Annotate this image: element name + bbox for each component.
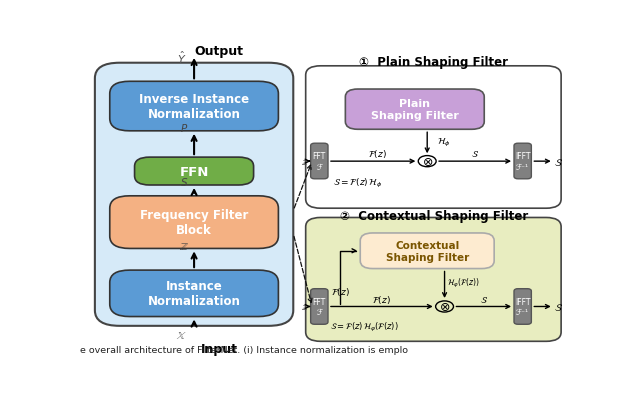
Text: e overall architecture of FilterNet. (i) Instance normalization is emplo: e overall architecture of FilterNet. (i)… <box>80 345 408 354</box>
Text: $\mathbb{X}$: $\mathbb{X}$ <box>176 329 187 340</box>
Text: $\otimes$: $\otimes$ <box>439 300 450 313</box>
FancyBboxPatch shape <box>110 270 278 317</box>
Text: $\hat{Y}$: $\hat{Y}$ <box>177 49 186 65</box>
Text: $\mathbb{z}$: $\mathbb{z}$ <box>301 157 308 167</box>
FancyBboxPatch shape <box>360 233 494 269</box>
Text: ①  Plain Shaping Filter: ① Plain Shaping Filter <box>359 55 508 69</box>
Text: $\otimes$: $\otimes$ <box>422 155 433 168</box>
Text: $\mathcal{H}_{\varphi}(\mathcal{F}(z))$: $\mathcal{H}_{\varphi}(\mathcal{F}(z))$ <box>447 277 479 290</box>
Text: FFT
ℱ: FFT ℱ <box>313 152 326 171</box>
Text: IFFT
ℱ⁻¹: IFFT ℱ⁻¹ <box>515 297 531 316</box>
Text: $\mathcal{S}$: $\mathcal{S}$ <box>554 156 563 167</box>
FancyBboxPatch shape <box>514 289 531 324</box>
Text: $\mathcal{S}=\mathcal{F}(z)\,\mathcal{H}_{\phi}$: $\mathcal{S}=\mathcal{F}(z)\,\mathcal{H}… <box>333 177 382 190</box>
Text: Instance
Normalization: Instance Normalization <box>148 279 241 308</box>
FancyBboxPatch shape <box>110 82 278 132</box>
FancyBboxPatch shape <box>306 67 561 209</box>
Text: Contextual
Shaping Filter: Contextual Shaping Filter <box>385 240 469 262</box>
FancyBboxPatch shape <box>346 90 484 130</box>
Text: $\mathcal{S}=\mathcal{F}(z)\,\mathcal{H}_{\varphi}(\mathcal{F}(z))$: $\mathcal{S}=\mathcal{F}(z)\,\mathcal{H}… <box>330 320 399 333</box>
FancyBboxPatch shape <box>306 218 561 342</box>
Text: $\mathcal{S}$: $\mathcal{S}$ <box>480 294 488 304</box>
FancyBboxPatch shape <box>110 196 278 249</box>
Text: Output: Output <box>195 45 243 58</box>
Text: S: S <box>181 178 188 187</box>
FancyBboxPatch shape <box>514 144 531 179</box>
Text: $\mathbb{z}$: $\mathbb{z}$ <box>301 302 308 312</box>
Text: Input: Input <box>200 342 237 355</box>
Text: $\mathcal{F}(z)$: $\mathcal{F}(z)$ <box>331 285 350 297</box>
Text: IFFT
ℱ⁻¹: IFFT ℱ⁻¹ <box>515 152 531 171</box>
FancyBboxPatch shape <box>134 158 253 186</box>
Text: $\mathcal{S}$: $\mathcal{S}$ <box>554 301 563 312</box>
Text: FFN: FFN <box>179 165 209 178</box>
Text: ②  Contextual Shaping Filter: ② Contextual Shaping Filter <box>340 210 528 223</box>
Text: $\mathcal{H}_{\phi}$: $\mathcal{H}_{\phi}$ <box>437 137 451 149</box>
FancyBboxPatch shape <box>95 64 293 326</box>
Text: Frequency Filter
Block: Frequency Filter Block <box>140 209 248 237</box>
Text: P: P <box>181 124 188 134</box>
Text: Inverse Instance
Normalization: Inverse Instance Normalization <box>139 93 249 121</box>
Text: $\mathcal{F}(z)$: $\mathcal{F}(z)$ <box>372 293 391 305</box>
FancyBboxPatch shape <box>310 144 328 179</box>
Text: FFT
ℱ: FFT ℱ <box>313 297 326 316</box>
Text: $\mathcal{S}$: $\mathcal{S}$ <box>471 149 479 159</box>
Text: $\mathcal{F}(z)$: $\mathcal{F}(z)$ <box>368 148 387 160</box>
Text: Plain
Shaping Filter: Plain Shaping Filter <box>371 99 459 121</box>
Text: $\mathbb{Z}$: $\mathbb{Z}$ <box>179 240 189 251</box>
FancyBboxPatch shape <box>310 289 328 324</box>
